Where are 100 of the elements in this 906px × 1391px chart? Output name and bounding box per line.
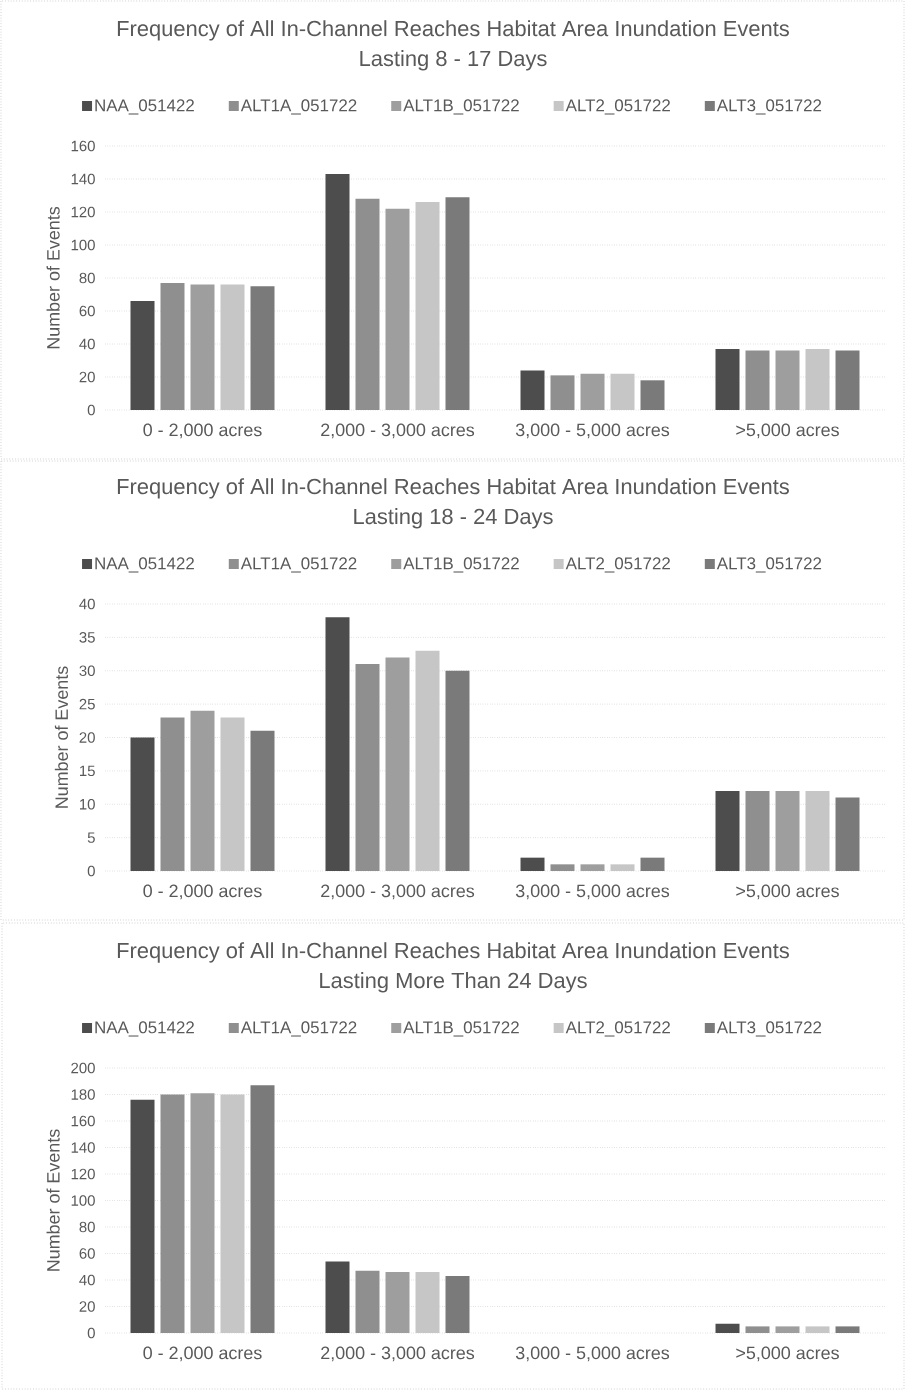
y-tick-label: 35 (79, 632, 95, 643)
bar (325, 1261, 350, 1334)
y-tick-label: 10 (80, 798, 95, 810)
bar (355, 664, 380, 872)
bar (250, 730, 275, 872)
legend-label: ALT1B_051722 (403, 99, 519, 115)
y-tick-label: 180 (71, 1089, 95, 1100)
bar (160, 717, 185, 872)
legend-label: ALT2_051722 (565, 99, 670, 115)
chart-title: Frequency of All In-Channel Reaches Habitat Area Inundation Events Lasting More Than 24 Days (117, 942, 789, 993)
y-tick-label: 60 (79, 1248, 95, 1259)
legend-label: ALT2_051722 (565, 557, 670, 573)
bar (220, 284, 245, 410)
x-tick-label: >5,000 acres (736, 884, 839, 900)
legend-label: ALT2_051722 (565, 1021, 670, 1037)
x-tick-label: 3,000 - 5,000 acres (515, 1346, 670, 1362)
bar (520, 370, 545, 410)
x-tick-label: >5,000 acres (736, 1346, 839, 1362)
bar (835, 350, 860, 410)
y-tick-label: 80 (79, 1221, 95, 1233)
x-tick-label: >5,000 acres (736, 423, 839, 439)
bar (640, 857, 665, 872)
bar (715, 1323, 740, 1334)
bar (445, 670, 470, 872)
y-tick-label: 140 (71, 1142, 95, 1153)
bar (835, 797, 860, 872)
y-tick-label: 160 (71, 1115, 95, 1127)
bar (415, 1272, 440, 1334)
y-tick-label: 100 (71, 239, 95, 251)
bar (445, 197, 470, 410)
chart-title: Frequency of All In-Channel Reaches Habitat Area Inundation Events Lasting 18 - 24 Days (117, 478, 789, 529)
bar (805, 790, 830, 872)
legend-label: NAA_051422 (95, 1021, 194, 1037)
x-tick-label: 2,000 - 3,000 acres (321, 423, 475, 439)
bar (130, 737, 155, 872)
y-tick-label: 0 (87, 404, 95, 416)
bar (520, 857, 545, 872)
bar (325, 617, 350, 872)
y-tick-label: 200 (71, 1062, 95, 1074)
y-tick-label: 40 (79, 1274, 95, 1286)
bar (610, 864, 635, 872)
bar (160, 282, 185, 410)
legend-label: ALT1A_051722 (240, 557, 357, 573)
y-tick-label: 40 (79, 598, 95, 610)
y-tick-label: 5 (87, 832, 95, 843)
y-tick-label: 20 (79, 371, 95, 383)
bar (415, 650, 440, 872)
legend-label: NAA_051422 (95, 557, 194, 573)
bar (130, 1099, 155, 1334)
x-tick-label: 2,000 - 3,000 acres (321, 1346, 475, 1362)
bar (130, 301, 155, 410)
y-tick-label: 30 (79, 665, 95, 677)
bar (805, 1326, 830, 1334)
legend-label: ALT1A_051722 (240, 99, 357, 115)
x-tick-label: 0 - 2,000 acres (143, 1346, 262, 1362)
chart-title: Frequency of All In-Channel Reaches Habitat Area Inundation Events Lasting 8 - 17 Days (117, 20, 789, 71)
y-tick-label: 120 (71, 1168, 95, 1180)
y-tick-label: 140 (71, 173, 95, 185)
y-tick-label: 120 (71, 206, 95, 218)
y-tick-label: 25 (79, 698, 95, 710)
legend-label: ALT1B_051722 (403, 557, 519, 573)
y-tick-label: 0 (87, 865, 95, 877)
bar (715, 348, 740, 410)
y-axis-title: Number of Events (46, 206, 60, 349)
bar (715, 790, 740, 872)
bar (250, 1085, 275, 1334)
bar (745, 1326, 770, 1334)
legend-label: ALT1B_051722 (403, 1021, 519, 1037)
y-tick-label: 60 (79, 305, 95, 317)
bar (805, 348, 830, 410)
x-tick-label: 0 - 2,000 acres (143, 884, 262, 900)
bar (445, 1276, 470, 1334)
x-tick-label: 3,000 - 5,000 acres (515, 884, 670, 900)
y-tick-label: 40 (79, 338, 95, 350)
legend-label: ALT3_051722 (716, 99, 822, 115)
bar (640, 380, 665, 410)
legend-label: ALT1A_051722 (240, 1021, 357, 1037)
bar (745, 350, 770, 410)
x-tick-label: 0 - 2,000 acres (143, 423, 262, 439)
bar (415, 202, 440, 410)
legend-label: ALT3_051722 (716, 1021, 822, 1037)
y-tick-label: 20 (79, 732, 95, 743)
y-tick-label: 0 (87, 1327, 95, 1339)
bar (835, 1326, 860, 1334)
legend-label: NAA_051422 (95, 99, 194, 115)
legend-label: ALT3_051722 (716, 557, 822, 573)
y-tick-label: 20 (79, 1301, 95, 1312)
y-tick-label: 160 (71, 140, 95, 152)
bar (220, 717, 245, 872)
x-tick-label: 3,000 - 5,000 acres (515, 423, 670, 439)
bar (325, 174, 350, 410)
bar (355, 198, 380, 410)
x-tick-label: 2,000 - 3,000 acres (321, 884, 475, 900)
bar (160, 1094, 185, 1334)
bar (220, 1094, 245, 1334)
bar (745, 790, 770, 872)
y-tick-label: 80 (79, 272, 95, 284)
y-axis-title: Number of Events (54, 666, 69, 808)
y-axis-title: Number of Events (46, 1129, 60, 1271)
y-tick-label: 15 (80, 765, 95, 777)
